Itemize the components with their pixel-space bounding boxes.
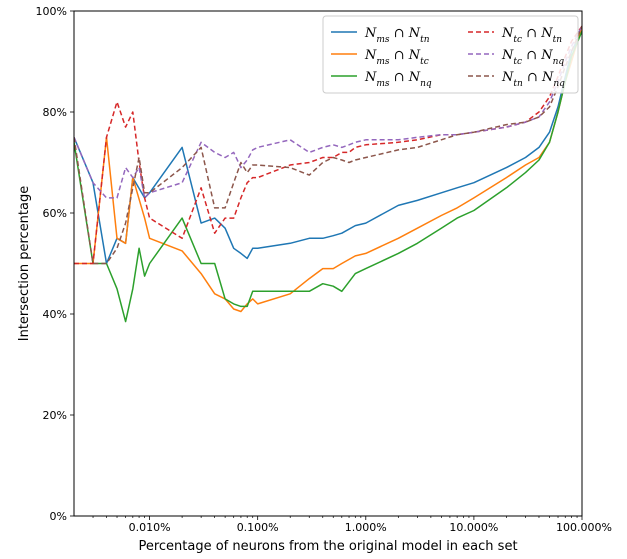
x-tick-label: 1.000% bbox=[345, 521, 387, 534]
legend-entry: Nms ∩ Ntc bbox=[364, 48, 429, 67]
y-axis-label: Intersection percentage bbox=[17, 186, 32, 341]
legend-entry: Ntc ∩ Ntn bbox=[501, 26, 562, 45]
y-tick-label: 80% bbox=[43, 106, 67, 119]
legend-entry: Ntc ∩ Nnq bbox=[501, 48, 564, 67]
x-axis-label: Percentage of neurons from the original … bbox=[138, 539, 517, 554]
y-tick-label: 100% bbox=[36, 5, 67, 18]
x-tick-label: 0.010% bbox=[129, 521, 171, 534]
series-lines bbox=[74, 25, 582, 323]
series-line-4 bbox=[74, 25, 582, 199]
x-axis-ticks: 0.010% 0.100% 1.000% 10.000% 100.000% bbox=[92, 516, 612, 534]
legend-entry: Ntn ∩ Nnq bbox=[501, 70, 565, 89]
x-tick-label: 0.100% bbox=[237, 521, 279, 534]
x-tick-label: 100.000% bbox=[556, 521, 612, 534]
y-tick-label: 60% bbox=[43, 207, 67, 220]
legend: Nms ∩ Ntn Nms ∩ Ntc Nms ∩ Nnq Ntc ∩ Ntn Ntc … bbox=[322, 15, 579, 94]
plot-area-frame bbox=[73, 10, 583, 517]
series-line-2 bbox=[74, 30, 582, 323]
y-tick-label: 40% bbox=[43, 308, 67, 321]
legend-box bbox=[322, 15, 579, 94]
y-axis-ticks: 0% 20% 40% 60% 80% 100% bbox=[36, 5, 74, 523]
y-tick-label: 20% bbox=[43, 409, 67, 422]
legend-entry: Nms ∩ Nnq bbox=[364, 70, 432, 89]
series-line-5 bbox=[74, 25, 582, 265]
series-line-1 bbox=[74, 25, 582, 313]
y-tick-label: 0% bbox=[50, 510, 67, 523]
x-tick-label: 10.000% bbox=[449, 521, 498, 534]
legend-entry: Nms ∩ Ntn bbox=[364, 26, 430, 45]
